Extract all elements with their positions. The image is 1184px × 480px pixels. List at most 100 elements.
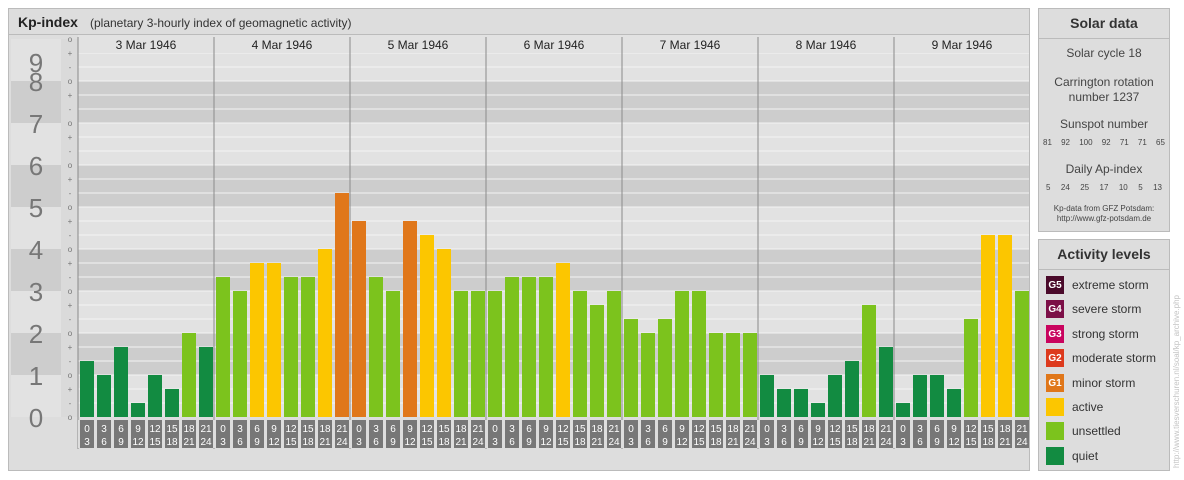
interval-cell bbox=[284, 420, 298, 448]
interval-end-label: 12 bbox=[676, 437, 688, 448]
interval-start-label: 9 bbox=[407, 424, 413, 435]
legend-label: moderate storm bbox=[1072, 351, 1157, 365]
interval-end-label: 9 bbox=[934, 437, 940, 448]
interval-end-label: 6 bbox=[101, 437, 107, 448]
interval-end-label: 24 bbox=[200, 437, 212, 448]
ap-value: 10 bbox=[1118, 183, 1128, 192]
interval-cell bbox=[522, 420, 536, 448]
background-band bbox=[78, 249, 1029, 291]
kp-bar bbox=[692, 291, 706, 417]
carrington-line-1: Carrington rotation bbox=[1054, 75, 1154, 89]
kp-bar bbox=[318, 249, 332, 417]
kp-bar bbox=[199, 346, 213, 417]
interval-cell bbox=[386, 420, 400, 448]
kp-bar bbox=[675, 291, 689, 417]
kp-bar bbox=[488, 291, 502, 417]
kp-bar bbox=[624, 319, 638, 417]
interval-end-label: 9 bbox=[798, 437, 804, 448]
y-minor-label: - bbox=[69, 189, 72, 198]
interval-end-label: 9 bbox=[390, 437, 396, 448]
kp-bar bbox=[80, 361, 94, 417]
interval-start-label: 21 bbox=[472, 424, 484, 435]
interval-start-label: 9 bbox=[135, 424, 141, 435]
interval-start-label: 3 bbox=[101, 424, 107, 435]
interval-start-label: 15 bbox=[438, 424, 450, 435]
legend-swatch bbox=[1046, 422, 1064, 440]
kp-bar bbox=[879, 346, 893, 417]
interval-start-label: 12 bbox=[149, 424, 161, 435]
ap-value: 17 bbox=[1099, 183, 1109, 192]
interval-start-label: 12 bbox=[965, 424, 977, 435]
y-minor-label: - bbox=[69, 147, 72, 156]
ap-values: 5 24 25 17 10 5 13 bbox=[1046, 183, 1162, 192]
interval-start-label: 18 bbox=[999, 424, 1011, 435]
y-minor-label: o bbox=[68, 35, 73, 44]
background-band bbox=[78, 207, 1029, 249]
kp-bar bbox=[658, 319, 672, 417]
interval-cell bbox=[301, 420, 315, 448]
interval-start-label: 21 bbox=[336, 424, 348, 435]
kp-bar bbox=[182, 333, 196, 417]
kp-bar bbox=[352, 220, 366, 417]
interval-end-label: 18 bbox=[166, 437, 178, 448]
kp-bar bbox=[471, 291, 485, 417]
legend-swatch bbox=[1046, 447, 1064, 465]
interval-end-label: 18 bbox=[710, 437, 722, 448]
kp-bar bbox=[1015, 291, 1029, 417]
y-axis-label: 1 bbox=[29, 361, 43, 391]
interval-end-label: 15 bbox=[557, 437, 569, 448]
sunspot-value: 71 bbox=[1137, 138, 1147, 147]
interval-cell bbox=[505, 420, 519, 448]
interval-end-label: 21 bbox=[319, 437, 331, 448]
interval-cell bbox=[556, 420, 570, 448]
ap-value: 5 bbox=[1138, 183, 1143, 192]
interval-cell bbox=[709, 420, 723, 448]
kp-bar bbox=[148, 375, 162, 417]
interval-start-label: 15 bbox=[166, 424, 178, 435]
source-link[interactable]: http://www.gfz-potsdam.de bbox=[1056, 214, 1152, 223]
interval-cell bbox=[420, 420, 434, 448]
legend-item-extreme-storm: G5 extreme storm bbox=[1046, 275, 1149, 295]
day-header-band bbox=[78, 35, 1029, 53]
interval-end-label: 18 bbox=[982, 437, 994, 448]
interval-end-label: 18 bbox=[574, 437, 586, 448]
kp-bar bbox=[590, 304, 604, 417]
interval-end-label: 24 bbox=[608, 437, 620, 448]
kp-bar bbox=[284, 277, 298, 417]
interval-end-label: 12 bbox=[132, 437, 144, 448]
interval-cell bbox=[454, 420, 468, 448]
day-label: 6 Mar 1946 bbox=[524, 38, 585, 52]
background-band bbox=[78, 165, 1029, 207]
interval-cell bbox=[913, 420, 927, 448]
solar-data-panel: Solar data Solar cycle 18 Carrington rot… bbox=[1038, 8, 1170, 232]
interval-start-label: 6 bbox=[254, 424, 260, 435]
legend-swatch bbox=[1046, 398, 1064, 416]
interval-end-label: 3 bbox=[900, 437, 906, 448]
interval-cell bbox=[998, 420, 1012, 448]
y-minor-label: + bbox=[68, 133, 73, 142]
interval-cell bbox=[97, 420, 111, 448]
sunspot-value: 92 bbox=[1061, 138, 1070, 147]
day-label: 9 Mar 1946 bbox=[932, 38, 993, 52]
kp-bar bbox=[573, 291, 587, 417]
y-minor-label: - bbox=[69, 357, 72, 366]
chart-subtitle: (planetary 3-hourly index of geomagnetic… bbox=[90, 16, 352, 30]
kp-bar bbox=[709, 333, 723, 417]
interval-cell bbox=[539, 420, 553, 448]
kp-bar bbox=[726, 333, 740, 417]
kp-bar bbox=[369, 277, 383, 417]
y-minor-label: o bbox=[68, 77, 73, 86]
interval-cell bbox=[216, 420, 230, 448]
background-band bbox=[78, 123, 1029, 165]
interval-cell bbox=[692, 420, 706, 448]
interval-end-label: 15 bbox=[829, 437, 841, 448]
kp-bar bbox=[522, 277, 536, 417]
sunspot-values: 81 92 100 92 71 71 65 bbox=[1043, 138, 1165, 147]
kp-bar bbox=[301, 277, 315, 417]
interval-end-label: 12 bbox=[268, 437, 280, 448]
y-axis-band bbox=[11, 249, 61, 291]
solar-cycle: Solar cycle 18 bbox=[1066, 46, 1142, 60]
interval-start-label: 12 bbox=[557, 424, 569, 435]
ap-value: 5 bbox=[1046, 183, 1051, 192]
